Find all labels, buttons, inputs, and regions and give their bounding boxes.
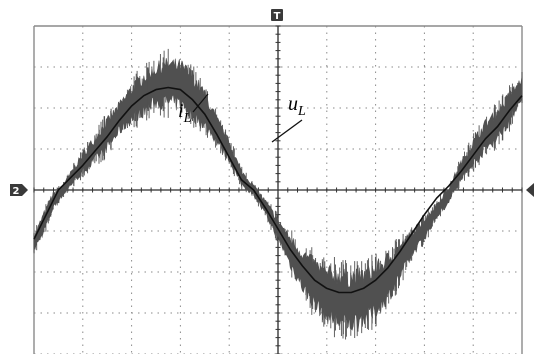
channel-marker-label: 2 xyxy=(13,186,20,197)
series-label-i-l-main: i xyxy=(178,100,184,122)
series-label-u-l-main: u xyxy=(288,93,298,115)
trigger-marker: T xyxy=(271,9,283,22)
series-leader-i-l xyxy=(192,93,209,113)
current-trace-layer xyxy=(33,48,523,340)
series-leader-u-l xyxy=(271,119,303,143)
right-level-marker-icon xyxy=(526,183,534,197)
trigger-marker-label: T xyxy=(274,11,281,22)
series-label-i-l: iL xyxy=(178,100,192,126)
series-label-u-l-sub: L xyxy=(297,104,306,119)
voltage-trace-layer xyxy=(33,86,523,294)
series-label-i-l-sub: L xyxy=(183,111,192,126)
voltage-line-u-l xyxy=(33,86,523,294)
channel-marker: 2 xyxy=(10,184,28,197)
series-label-u-l: uL xyxy=(288,93,306,119)
trigger-marker-box xyxy=(271,9,283,21)
channel-marker-arrow-icon xyxy=(10,184,28,196)
